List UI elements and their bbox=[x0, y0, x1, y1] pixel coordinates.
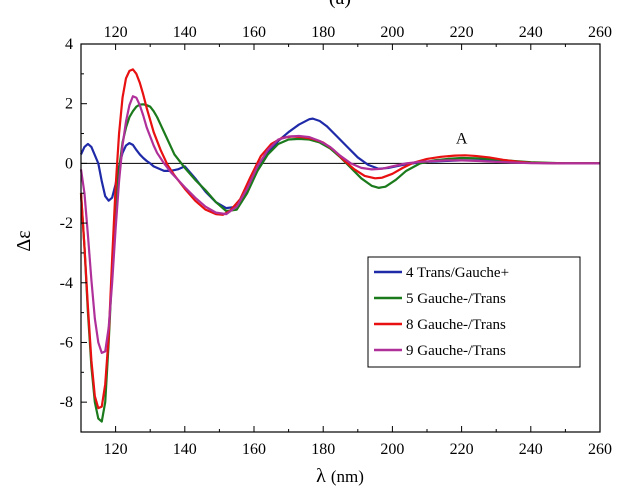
x-axis-title-symbol: λ bbox=[316, 465, 326, 487]
y-tick-label: 4 bbox=[65, 36, 73, 53]
x-tick-label-top: 240 bbox=[519, 24, 543, 41]
y-tick-label: -2 bbox=[60, 215, 73, 232]
legend-label-3: 8 Gauche-/Trans bbox=[406, 317, 506, 333]
y-tick-label: 2 bbox=[65, 96, 73, 113]
x-tick-label-bottom: 220 bbox=[450, 441, 474, 458]
x-tick-label-bottom: 180 bbox=[311, 441, 335, 458]
x-tick-label-bottom: 200 bbox=[380, 441, 404, 458]
plot-frame bbox=[80, 43, 601, 433]
x-tick-label-top: 160 bbox=[242, 24, 266, 41]
annotation-label: A bbox=[456, 130, 468, 147]
x-tick-label-top: 220 bbox=[450, 24, 474, 41]
series-line-4 bbox=[79, 95, 600, 355]
x-tick-label-top: 120 bbox=[104, 24, 128, 41]
y-tick-label: -4 bbox=[60, 275, 73, 292]
panel-label: (a) bbox=[329, 0, 351, 9]
x-axis-title: λ (nm) bbox=[316, 465, 364, 487]
legend-label-1: 4 Trans/Gauche+ bbox=[406, 265, 509, 281]
x-tick-label-top: 200 bbox=[380, 24, 404, 41]
x-tick-label-top: 260 bbox=[588, 24, 612, 41]
x-tick-label-bottom: 160 bbox=[242, 441, 266, 458]
legend-label-2: 5 Gauche-/Trans bbox=[406, 291, 506, 307]
legend-box bbox=[367, 256, 581, 368]
x-tick-label-bottom: 240 bbox=[519, 441, 543, 458]
x-tick-label-bottom: 260 bbox=[588, 441, 612, 458]
y-tick-label: 0 bbox=[65, 155, 73, 172]
plot-area: 1201201401401601601801802002002202202402… bbox=[60, 24, 612, 458]
x-tick-label-top: 140 bbox=[173, 24, 197, 41]
y-axis-title: Δε bbox=[13, 230, 35, 251]
x-axis-title-unit: (nm) bbox=[331, 467, 364, 486]
legend: 4 Trans/Gauche+ 5 Gauche-/Trans 8 Gauche-/… bbox=[367, 256, 581, 368]
legend-label-4: 9 Gauche-/Trans bbox=[406, 343, 506, 359]
x-tick-label-top: 180 bbox=[311, 24, 335, 41]
y-tick-label: -6 bbox=[60, 334, 73, 351]
x-tick-label-bottom: 120 bbox=[104, 441, 128, 458]
x-tick-label-bottom: 140 bbox=[173, 441, 197, 458]
y-tick-label: -8 bbox=[60, 394, 73, 411]
